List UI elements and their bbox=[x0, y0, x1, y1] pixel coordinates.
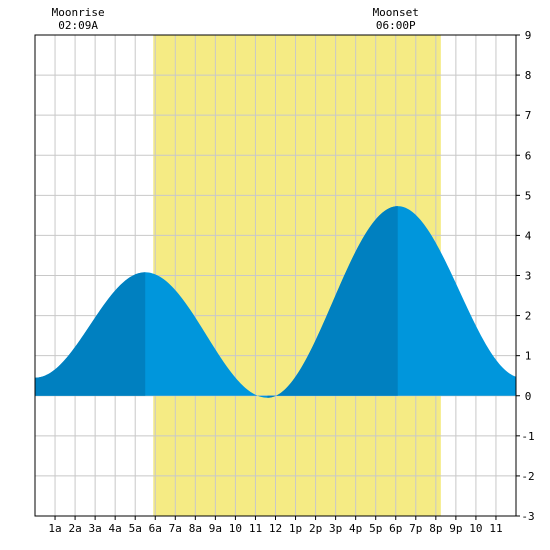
x-tick-label: 3p bbox=[329, 522, 342, 535]
y-tick-label: -2 bbox=[521, 470, 534, 483]
x-tick-label: 1a bbox=[48, 522, 61, 535]
event-name: Moonset bbox=[373, 6, 419, 19]
x-tick-label: 7a bbox=[169, 522, 182, 535]
x-tick-label: 4p bbox=[349, 522, 362, 535]
y-axis-ticks: -3 -2 -1 0 1 2 3 4 5 6 7 8 9 bbox=[516, 29, 535, 523]
y-tick-label: 6 bbox=[525, 149, 532, 162]
tide-area-rising bbox=[35, 272, 146, 396]
y-tick-label: 4 bbox=[525, 229, 532, 242]
y-tick-label: 0 bbox=[525, 390, 532, 403]
x-tick-label: 8p bbox=[429, 522, 442, 535]
y-tick-label: 7 bbox=[525, 109, 532, 122]
x-tick-label: 5p bbox=[369, 522, 382, 535]
x-tick-label: 5a bbox=[129, 522, 142, 535]
x-tick-label: 11 bbox=[249, 522, 262, 535]
x-tick-label: 6a bbox=[149, 522, 162, 535]
y-tick-label: -3 bbox=[521, 510, 534, 523]
x-tick-label: 7p bbox=[409, 522, 422, 535]
x-tick-label: 3a bbox=[89, 522, 102, 535]
x-tick-label: 10 bbox=[229, 522, 242, 535]
y-tick-label: 9 bbox=[525, 29, 532, 42]
x-tick-label: 1p bbox=[289, 522, 302, 535]
tide-area-rising bbox=[267, 206, 398, 398]
x-tick-label: 12 bbox=[269, 522, 282, 535]
tide-area bbox=[35, 206, 516, 398]
y-tick-label: -1 bbox=[521, 430, 534, 443]
x-tick-label: 2p bbox=[309, 522, 322, 535]
x-tick-label: 4a bbox=[109, 522, 122, 535]
event-name: Moonrise bbox=[52, 6, 105, 19]
x-tick-label: 8a bbox=[189, 522, 202, 535]
x-tick-label: 11 bbox=[489, 522, 502, 535]
y-tick-label: 1 bbox=[525, 350, 532, 363]
y-tick-label: 2 bbox=[525, 310, 532, 323]
y-tick-label: 3 bbox=[525, 270, 532, 283]
event-time: 02:09A bbox=[58, 19, 98, 32]
y-tick-label: 8 bbox=[525, 69, 532, 82]
x-axis-ticks: 1a 2a 3a 4a 5a 6a 7a 8a 9a 10 11 12 1p 2p 3p 4p 5p 6p 7p 8p… bbox=[48, 516, 503, 535]
x-tick-label: 2a bbox=[68, 522, 81, 535]
x-tick-label: 6p bbox=[389, 522, 402, 535]
event-time: 06:00P bbox=[376, 19, 416, 32]
x-tick-label: 10 bbox=[469, 522, 482, 535]
y-tick-label: 5 bbox=[525, 189, 532, 202]
x-tick-label: 9p bbox=[449, 522, 462, 535]
x-tick-label: 9a bbox=[209, 522, 222, 535]
